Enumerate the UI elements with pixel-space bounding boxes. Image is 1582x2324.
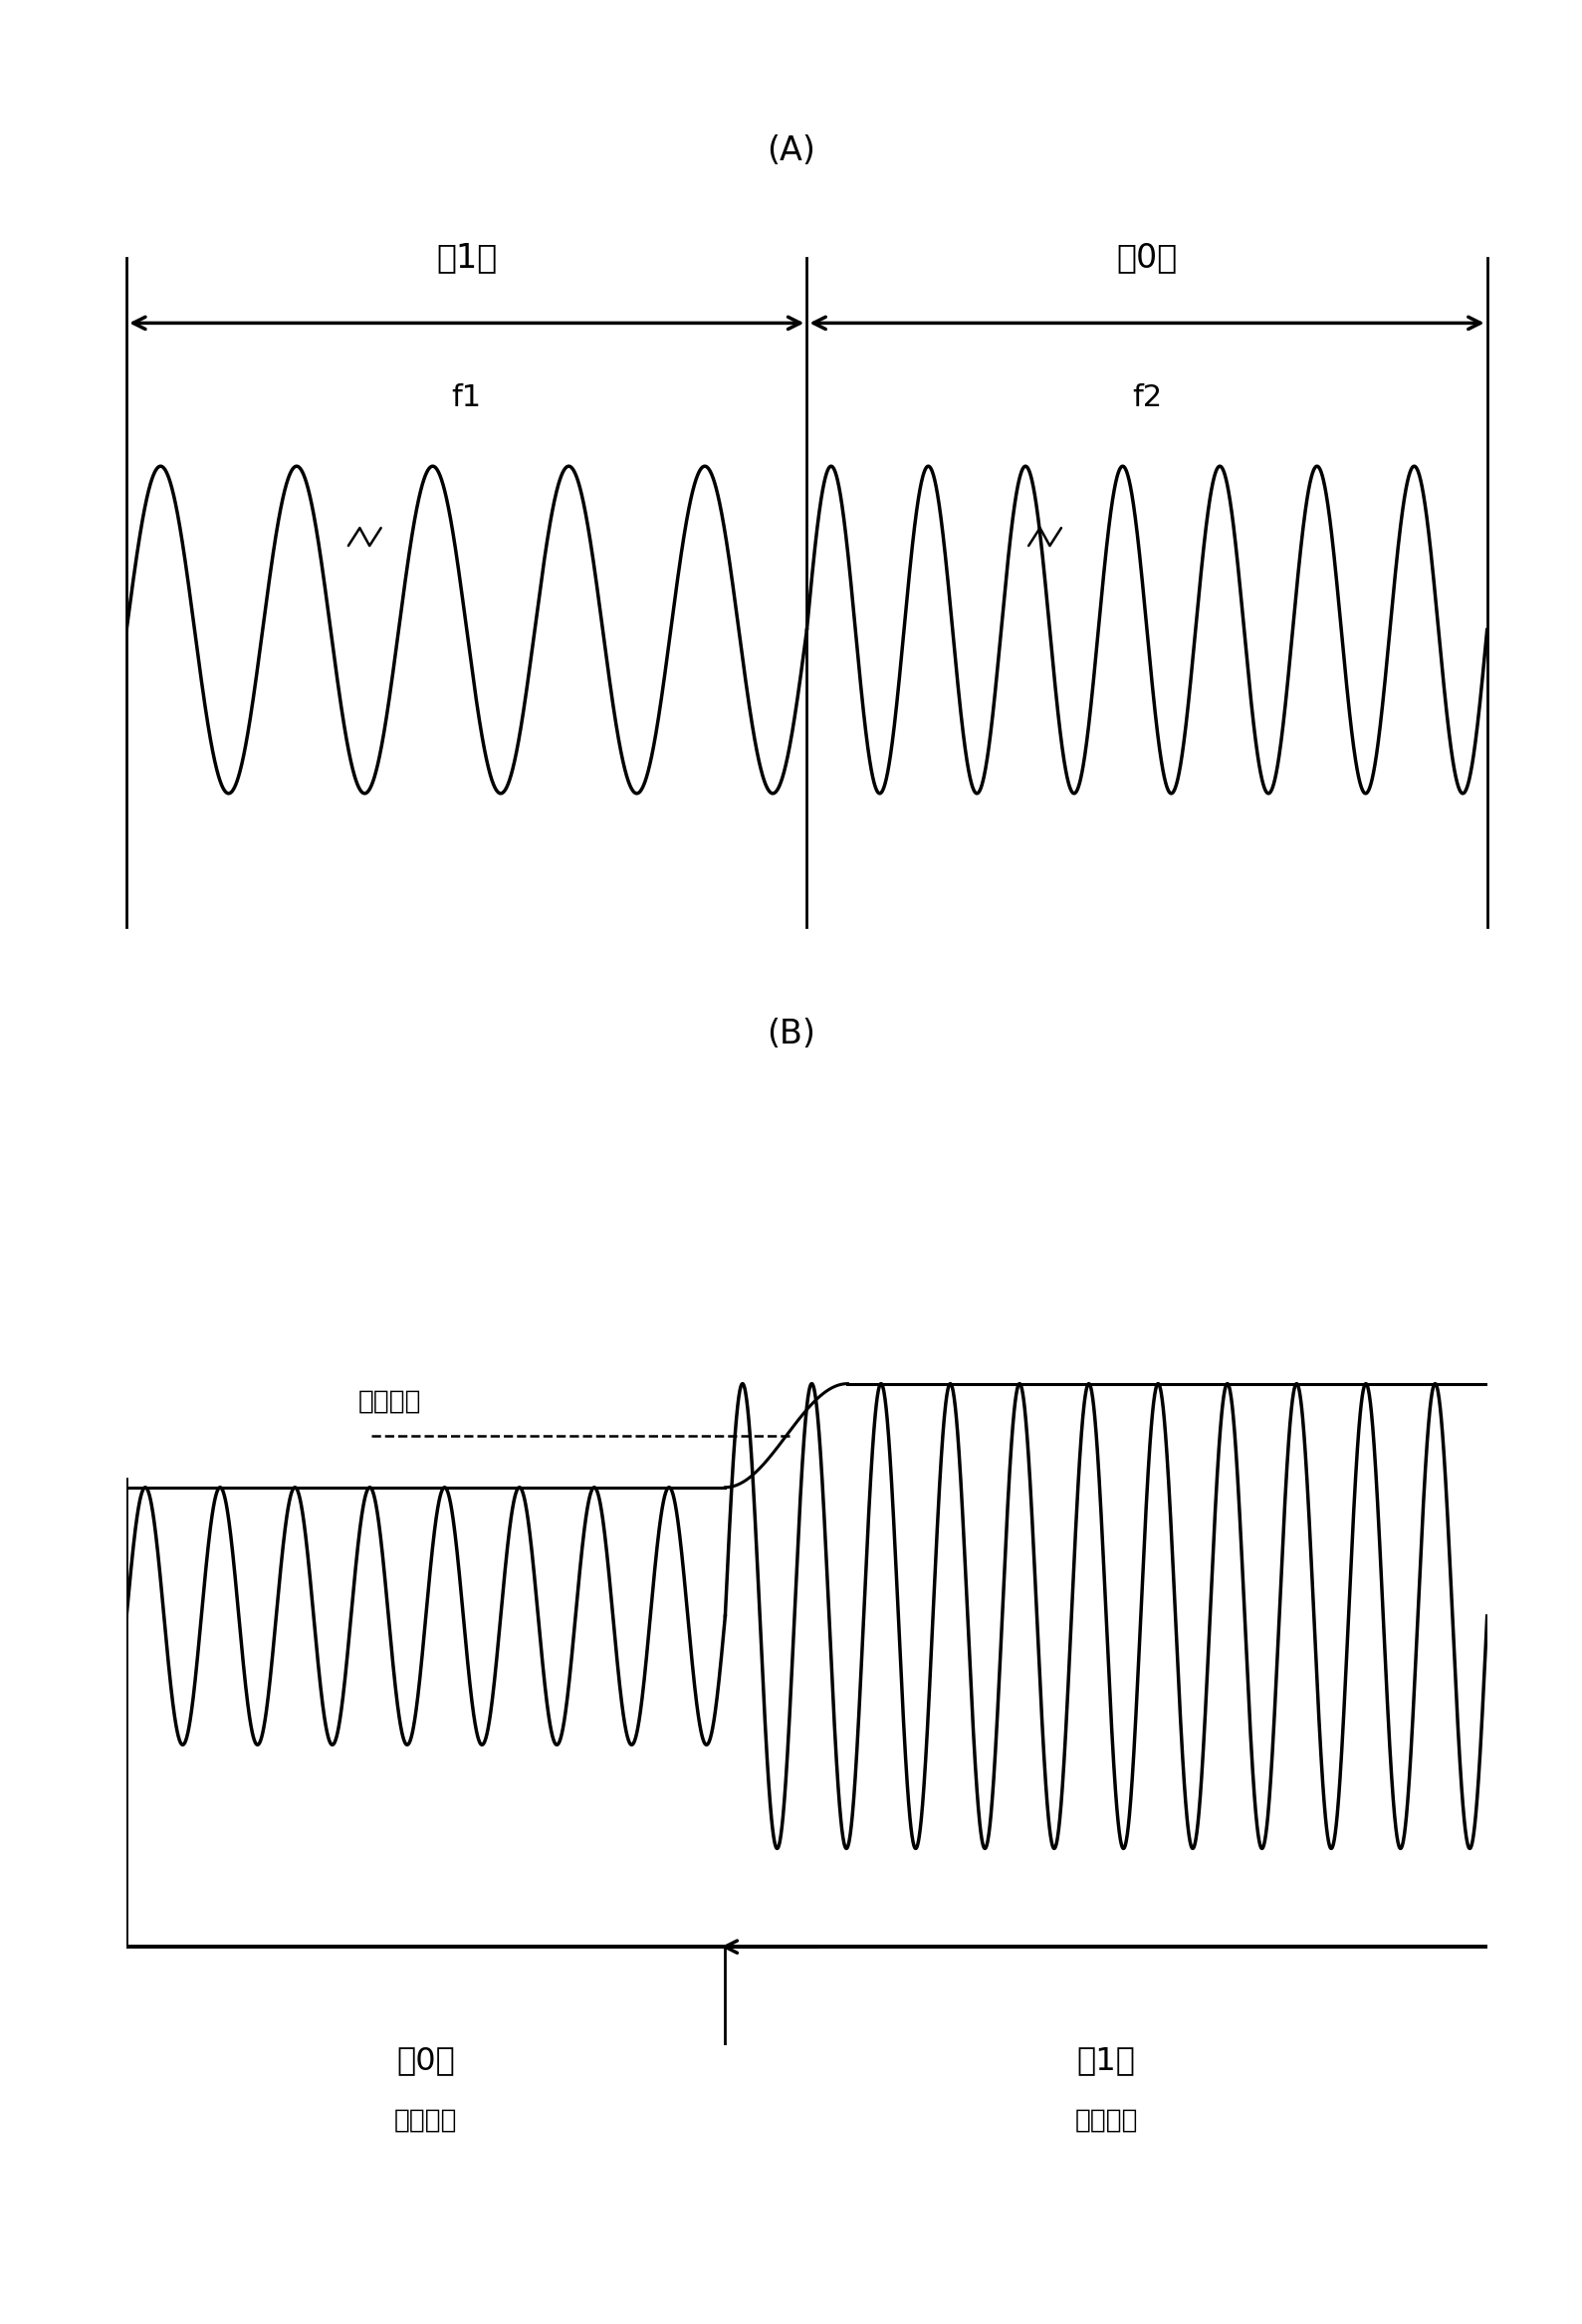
Text: 低负载时: 低负载时 — [394, 2108, 457, 2133]
Text: (B): (B) — [767, 1018, 815, 1050]
Text: f1: f1 — [452, 383, 481, 411]
Text: 高负载时: 高负载时 — [1074, 2108, 1137, 2133]
Text: 「0」: 「0」 — [1117, 242, 1177, 274]
Text: 阈値电压: 阈値电压 — [358, 1387, 421, 1413]
Text: 「1」: 「1」 — [437, 242, 497, 274]
Text: 「1」: 「1」 — [1077, 2045, 1136, 2075]
Text: 「0」: 「0」 — [397, 2045, 456, 2075]
Text: (A): (A) — [767, 135, 815, 167]
Text: f2: f2 — [1133, 383, 1161, 411]
